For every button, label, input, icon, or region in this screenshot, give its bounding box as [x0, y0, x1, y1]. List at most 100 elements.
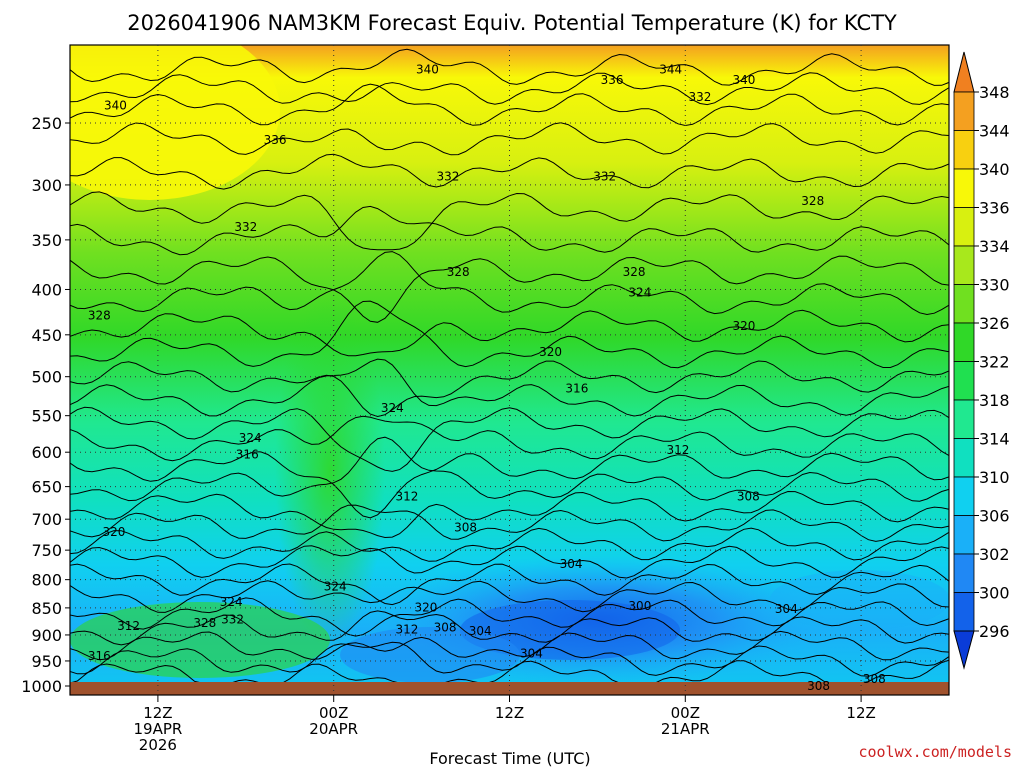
colorbar-label-326: 326 [979, 314, 1010, 333]
y-tick-label-300: 300 [31, 176, 62, 195]
contour-label-19: 324 [239, 431, 262, 445]
contour-label-39: 316 [88, 649, 111, 663]
colorbar-bin-11 [953, 515, 975, 555]
cool-pool-west [340, 627, 520, 683]
y-tick-label-550: 550 [31, 407, 62, 426]
warm-lowlevel-left [70, 602, 330, 678]
contour-line-26 [70, 641, 949, 677]
contour-label-35: 312 [395, 623, 418, 637]
colorbar-bin-0 [953, 91, 975, 131]
contour-label-5: 332 [688, 90, 711, 104]
contour-label-27: 324 [324, 580, 347, 594]
contour-label-22: 312 [395, 490, 418, 504]
x-tick-label-0-1: 19APR [133, 720, 182, 738]
contour-label-32: 332 [221, 612, 244, 626]
plot-area [70, 45, 949, 695]
contour-label-31: 304 [775, 602, 798, 616]
colorbar-arrow-bottom [953, 630, 975, 670]
cool-pool-core [460, 600, 680, 660]
contour-label-15: 320 [732, 319, 755, 333]
colorbar-bin-10 [953, 476, 975, 516]
contour-label-21: 312 [667, 443, 690, 457]
chart-title: 2026041906 NAM3KM Forecast Equiv. Potent… [127, 11, 897, 35]
ground-strip [70, 682, 949, 695]
contour-label-3: 340 [732, 73, 755, 87]
contour-label-26: 304 [560, 557, 583, 571]
contour-line-0 [70, 48, 949, 86]
contour-line-18 [70, 504, 949, 542]
colorbar-bin-13 [953, 592, 975, 632]
colorbar-bin-5 [953, 284, 975, 324]
colorbar-label-310: 310 [979, 468, 1010, 487]
y-tick-label-850: 850 [31, 599, 62, 618]
contour-label-20: 316 [236, 447, 259, 461]
contour-label-7: 332 [437, 170, 460, 184]
colorbar-label-296: 296 [979, 622, 1010, 641]
contour-line-1 [70, 72, 949, 106]
contour-line-3 [70, 122, 949, 156]
y-tick-label-250: 250 [31, 114, 62, 133]
contour-label-6: 336 [264, 133, 287, 147]
credit-text: coolwx.com/models [858, 743, 1012, 761]
contour-label-37: 304 [469, 624, 492, 638]
colorbar-label-334: 334 [979, 237, 1010, 256]
x-axis-label: Forecast Time (UTC) [429, 749, 590, 768]
colorbar-bin-7 [953, 361, 975, 401]
colorbar-label-300: 300 [979, 584, 1010, 603]
y-tick-label-500: 500 [31, 368, 62, 387]
contour-label-36: 308 [434, 620, 457, 634]
contour-label-17: 316 [565, 382, 588, 396]
colorbar-bin-6 [953, 322, 975, 362]
contour-line-13 [70, 406, 949, 472]
contour-label-18: 324 [381, 401, 404, 415]
colorbar-label-306: 306 [979, 507, 1010, 526]
contour-line-21 [70, 563, 949, 606]
colorbar-label-318: 318 [979, 391, 1010, 410]
contour-line-8 [70, 251, 949, 316]
x-tick-label-3-0: 00Z [671, 704, 700, 722]
contour-line-11 [70, 360, 949, 418]
contour-line-25 [70, 630, 949, 661]
y-tick-label-1000: 1000 [21, 677, 62, 696]
y-tick-label-900: 900 [31, 626, 62, 645]
contour-label-34: 312 [117, 619, 140, 633]
y-tick-label-800: 800 [31, 571, 62, 590]
contour-line-19 [70, 527, 949, 562]
contour-label-41: 308 [807, 679, 830, 693]
x-tick-label-2-0: 12Z [495, 704, 524, 722]
contour-label-2: 336 [601, 73, 624, 87]
contour-label-13: 324 [628, 285, 651, 299]
y-tick-label-450: 450 [31, 326, 62, 345]
contour-line-24 [70, 610, 949, 646]
contour-label-14: 328 [88, 308, 111, 322]
contour-line-2 [70, 83, 949, 127]
colorbar-label-344: 344 [979, 122, 1010, 141]
contour-label-24: 308 [454, 520, 477, 534]
colorbar-label-330: 330 [979, 276, 1010, 295]
contour-label-16: 320 [539, 345, 562, 359]
contour-label-11: 328 [447, 265, 470, 279]
contour-label-1: 344 [659, 63, 682, 77]
contour-label-9: 328 [801, 194, 824, 208]
contour-label-29: 320 [415, 600, 438, 614]
contour-line-16 [70, 436, 949, 502]
yellow-top-left [70, 45, 280, 200]
colorbar-label-302: 302 [979, 545, 1010, 564]
contour-label-23: 308 [737, 490, 760, 504]
colorbar-label-336: 336 [979, 199, 1010, 218]
contour-label-33: 328 [193, 616, 216, 630]
contour-label-10: 332 [234, 220, 257, 234]
y-tick-label-350: 350 [31, 231, 62, 250]
x-tick-label-0-0: 12Z [143, 704, 172, 722]
y-tick-label-700: 700 [31, 510, 62, 529]
contour-label-0: 340 [416, 63, 439, 77]
y-tick-label-400: 400 [31, 280, 62, 299]
colorbar-label-322: 322 [979, 353, 1010, 372]
contour-label-28: 324 [220, 595, 243, 609]
contour-label-8: 332 [593, 170, 616, 184]
dry-slot-plume [275, 290, 385, 650]
x-tick-label-3-1: 21APR [661, 720, 710, 738]
contour-line-10 [70, 300, 949, 369]
